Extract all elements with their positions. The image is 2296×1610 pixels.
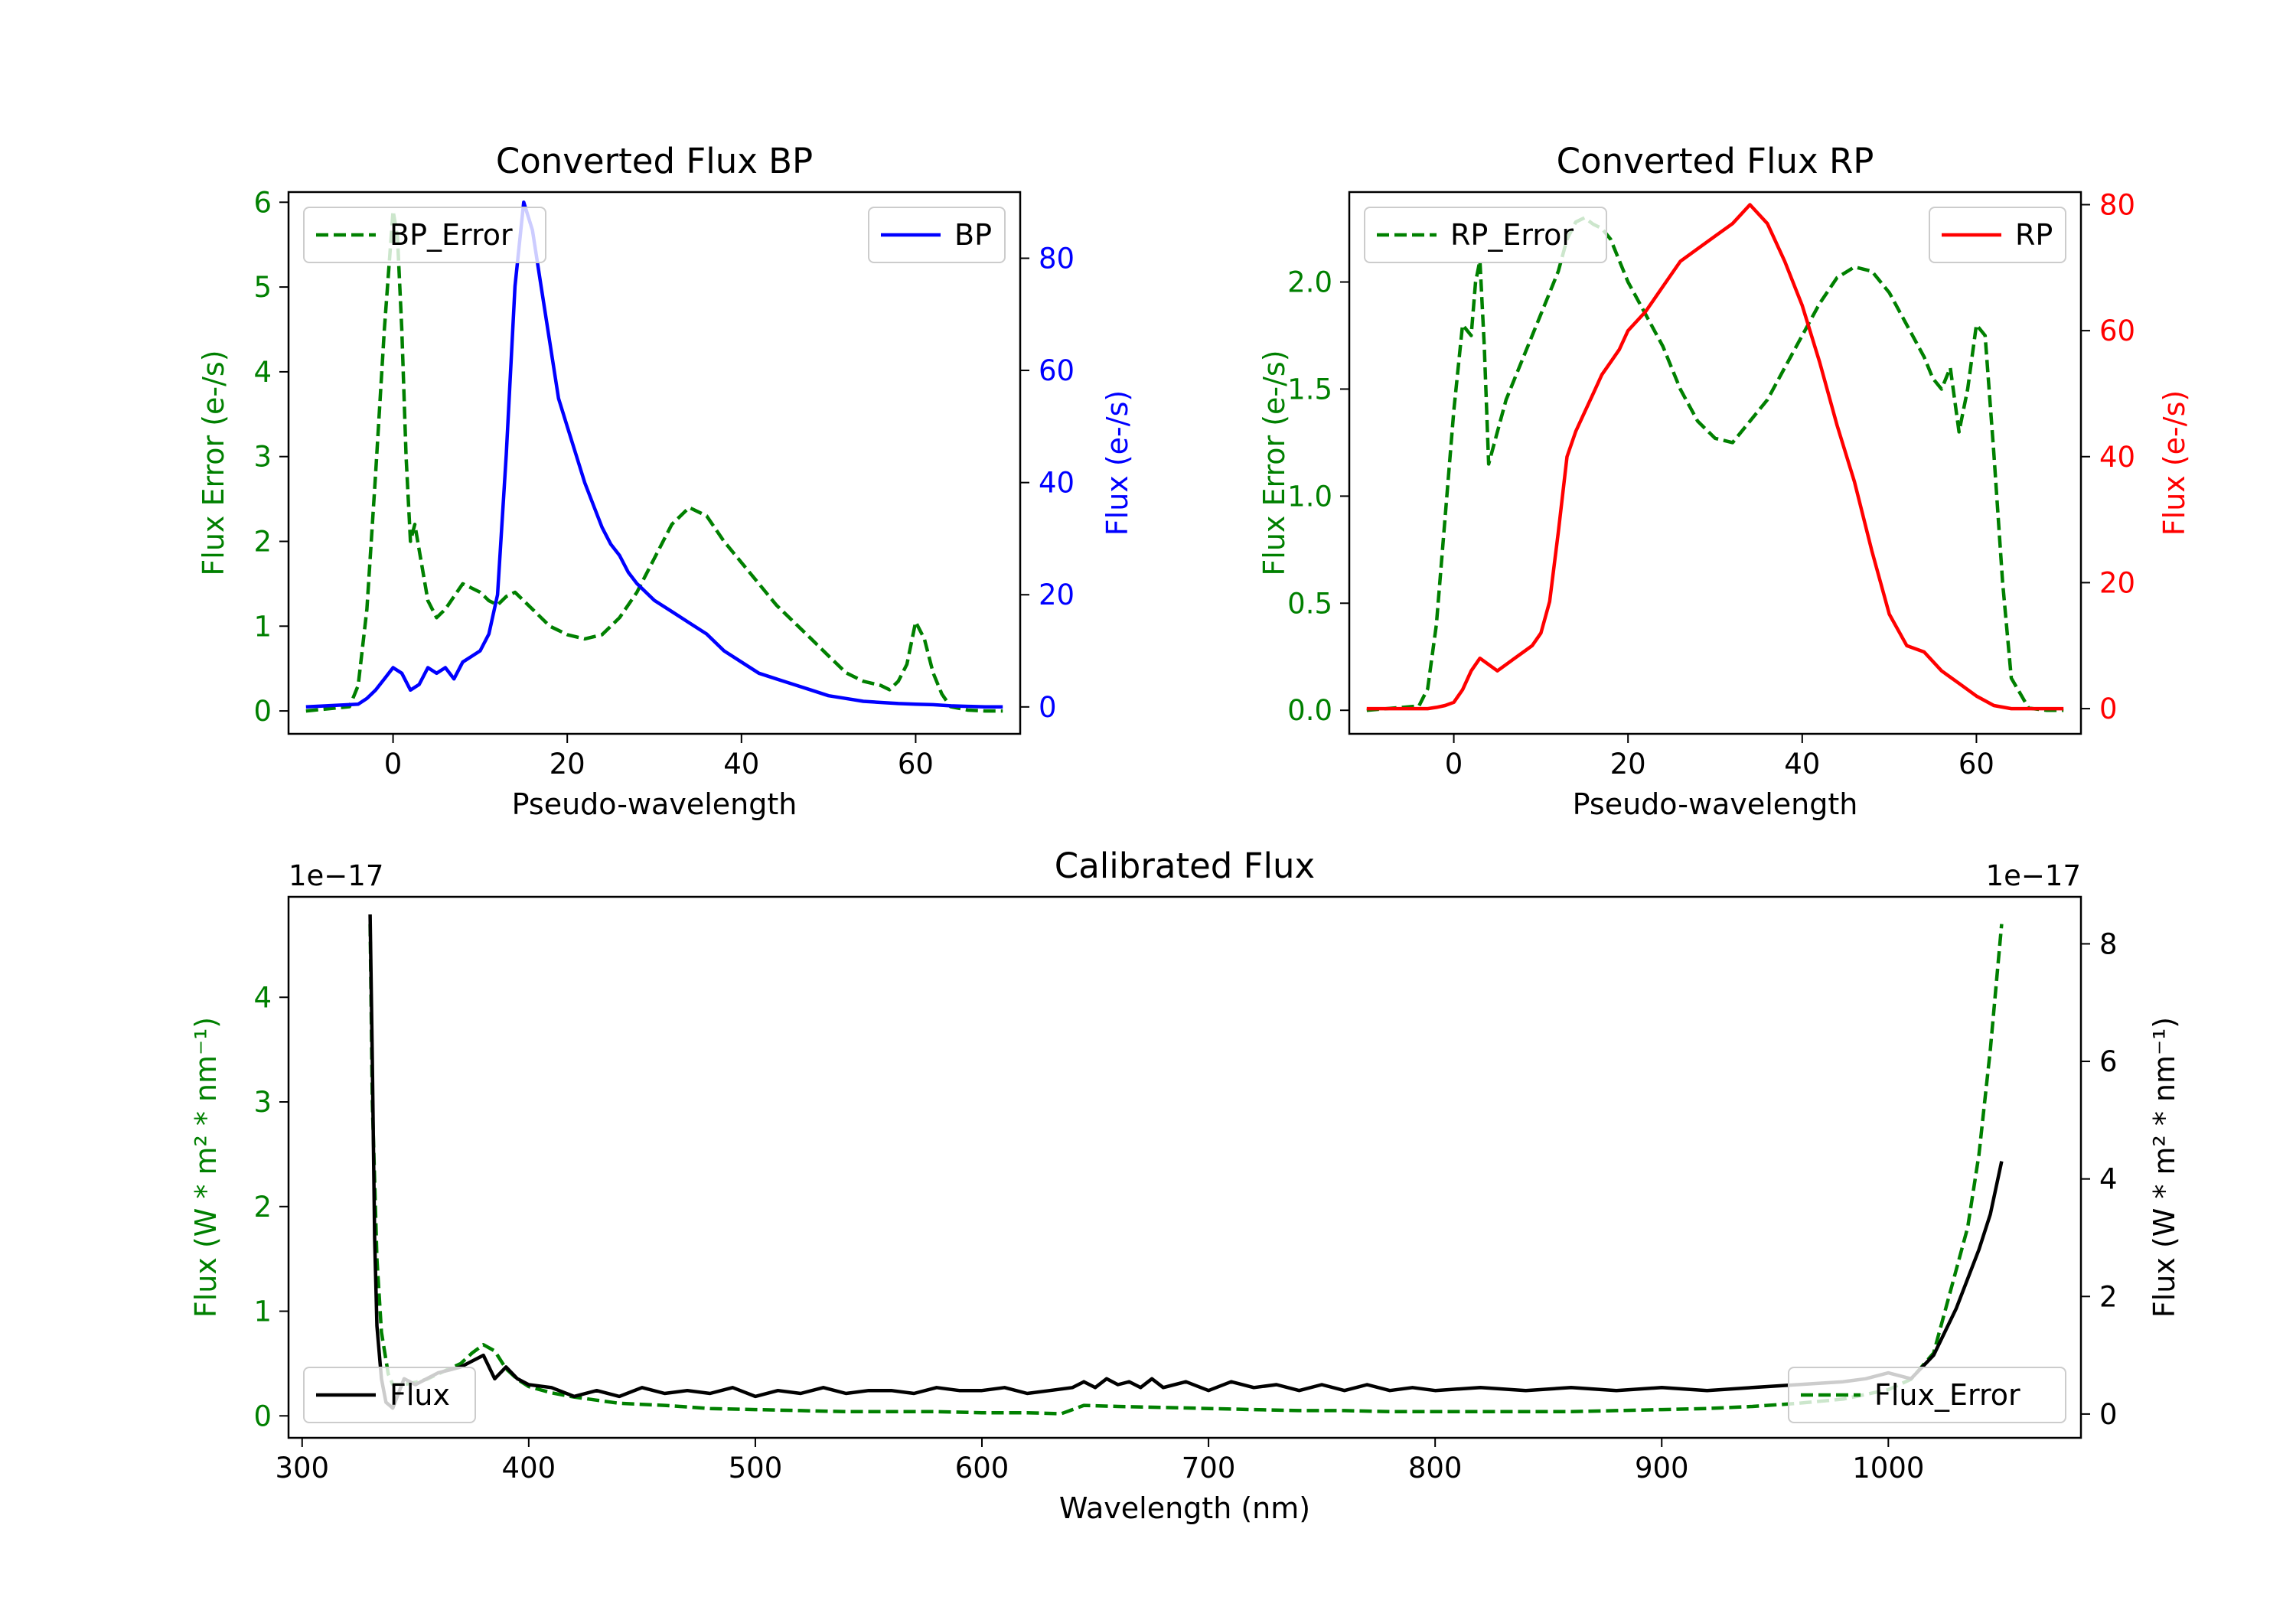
calibrated-panel: 300 400 500 600 700 800 900 1000 0 1 2 3 4 0 2 4 6 8 Calib… (189, 846, 2181, 1525)
bp-y-right-label: Flux (e-/s) (1101, 390, 1134, 536)
rp-series-rp-error (1366, 216, 2064, 712)
calibrated-y-right-label: Flux (W * m² * nm⁻¹) (2148, 1017, 2181, 1318)
calibrated-y-left-tick-label: 2 (253, 1191, 272, 1224)
calibrated-y-left-tick-label: 1 (253, 1295, 272, 1328)
calibrated-x-tick-label: 700 (1182, 1452, 1236, 1485)
rp-axes-frame (1348, 191, 2082, 735)
rp-legend-right: RP (1929, 207, 2066, 263)
bp-legend-right: BP (868, 207, 1006, 263)
bp-legend-left-label: BP_Error (390, 218, 513, 252)
bp-title: Converted Flux BP (496, 141, 813, 181)
rp-panel: 0 20 40 60 0.0 0.5 1.0 1.5 2.0 0 20 40 60 80 Converted… (1257, 141, 2191, 821)
calibrated-legend-right-label: Flux_Error (1874, 1378, 2020, 1412)
bp-legend-left: BP_Error (303, 207, 546, 263)
calibrated-x-tick-label: 800 (1408, 1452, 1463, 1485)
calibrated-x-tick-label: 400 (502, 1452, 556, 1485)
calibrated-y-right-tick-label: 0 (2099, 1398, 2118, 1431)
bp-y-left-tick-label: 1 (253, 610, 272, 643)
calibrated-legend-left-box (303, 1367, 476, 1423)
rp-y-left-tick-label: 2.0 (1287, 266, 1332, 299)
calibrated-x-tick-label: 500 (729, 1452, 783, 1485)
calibrated-offset-right: 1e−17 (1986, 859, 2081, 892)
calibrated-x-tick-label: 900 (1635, 1452, 1689, 1485)
calibrated-y-left-tick-label: 0 (253, 1400, 272, 1432)
bp-y-right-tick-label: 0 (1039, 691, 1057, 724)
calibrated-y-right-tick-label: 2 (2099, 1280, 2118, 1313)
calibrated-x-tick-label: 300 (275, 1452, 329, 1485)
bp-x-label: Pseudo-wavelength (512, 787, 797, 821)
bp-y-left-tick-label: 6 (253, 186, 272, 219)
rp-legend-right-label: RP (2015, 218, 2053, 252)
calibrated-axes-frame (287, 895, 2082, 1439)
bp-y-left-label: Flux Error (e-/s) (197, 350, 230, 575)
bp-y-right-tick-label: 40 (1039, 467, 1075, 500)
calibrated-title: Calibrated Flux (1055, 846, 1315, 886)
calibrated-y-right-tick-label: 4 (2099, 1163, 2118, 1196)
rp-legend-left-box (1364, 207, 1607, 263)
bp-y-right-tick-label: 20 (1039, 578, 1075, 611)
rp-y-right-tick-label: 40 (2099, 441, 2135, 474)
rp-title: Converted Flux RP (1557, 141, 1874, 181)
calibrated-legend-right-box (1788, 1367, 2066, 1423)
rp-y-left-tick-label: 1.5 (1287, 373, 1332, 406)
bp-y-left-tick-label: 0 (253, 695, 272, 728)
bp-x-tick-label: 0 (384, 748, 403, 781)
bp-legend-left-box (303, 207, 546, 263)
rp-y-right-tick-label: 80 (2099, 188, 2135, 221)
bp-x-tick-label: 20 (550, 748, 585, 781)
rp-x-tick-label: 20 (1610, 748, 1646, 781)
rp-x-tick-label: 0 (1445, 748, 1463, 781)
rp-series-rp (1366, 203, 2064, 711)
bp-series-bp (305, 200, 1003, 709)
rp-legend-left-label: RP_Error (1450, 218, 1574, 252)
rp-y-left-tick-label: 1.0 (1287, 480, 1332, 513)
bp-y-left-tick-label: 2 (253, 525, 272, 558)
bp-legend-right-label: BP (954, 218, 992, 252)
bp-x-tick-label: 60 (898, 748, 934, 781)
rp-y-right-label: Flux (e-/s) (2157, 390, 2191, 536)
calibrated-legend-right: Flux_Error (1788, 1367, 2066, 1423)
bp-y-left-tick-label: 3 (253, 441, 272, 474)
bp-x-tick-label: 40 (723, 748, 759, 781)
rp-y-left-label: Flux Error (e-/s) (1257, 350, 1291, 575)
calibrated-offset-left: 1e−17 (289, 859, 383, 892)
calibrated-y-right-tick-label: 6 (2099, 1045, 2118, 1078)
calibrated-legend-left-label: Flux (390, 1378, 450, 1412)
rp-y-right-tick-label: 0 (2099, 693, 2118, 725)
rp-x-tick-label: 60 (1958, 748, 1994, 781)
rp-y-left-tick-label: 0.5 (1287, 587, 1332, 620)
bp-y-right-tick-label: 60 (1039, 354, 1075, 387)
calibrated-x-tick-label: 600 (955, 1452, 1009, 1485)
bp-axes-frame (287, 191, 1022, 735)
rp-y-right-tick-label: 20 (2099, 566, 2135, 599)
calibrated-legend-left: Flux (303, 1367, 476, 1423)
bp-y-left-tick-label: 5 (253, 271, 272, 304)
calibrated-series-flux (368, 914, 2004, 1410)
calibrated-y-right-tick-label: 8 (2099, 927, 2118, 960)
rp-legend-left: RP_Error (1364, 207, 1607, 263)
calibrated-x-tick-label: 1000 (1852, 1452, 1924, 1485)
bp-y-left-tick-label: 4 (253, 356, 272, 389)
rp-y-left-tick-label: 0.0 (1287, 694, 1332, 727)
calibrated-y-left-tick-label: 4 (253, 981, 272, 1014)
rp-x-tick-label: 40 (1784, 748, 1820, 781)
rp-x-label: Pseudo-wavelength (1573, 787, 1858, 821)
calibrated-y-left-label: Flux (W * m² * nm⁻¹) (189, 1017, 223, 1318)
bp-y-right-tick-label: 80 (1039, 242, 1075, 275)
calibrated-x-label: Wavelength (nm) (1059, 1491, 1310, 1525)
calibrated-y-left-tick-label: 3 (253, 1086, 272, 1119)
rp-y-right-tick-label: 60 (2099, 315, 2135, 347)
